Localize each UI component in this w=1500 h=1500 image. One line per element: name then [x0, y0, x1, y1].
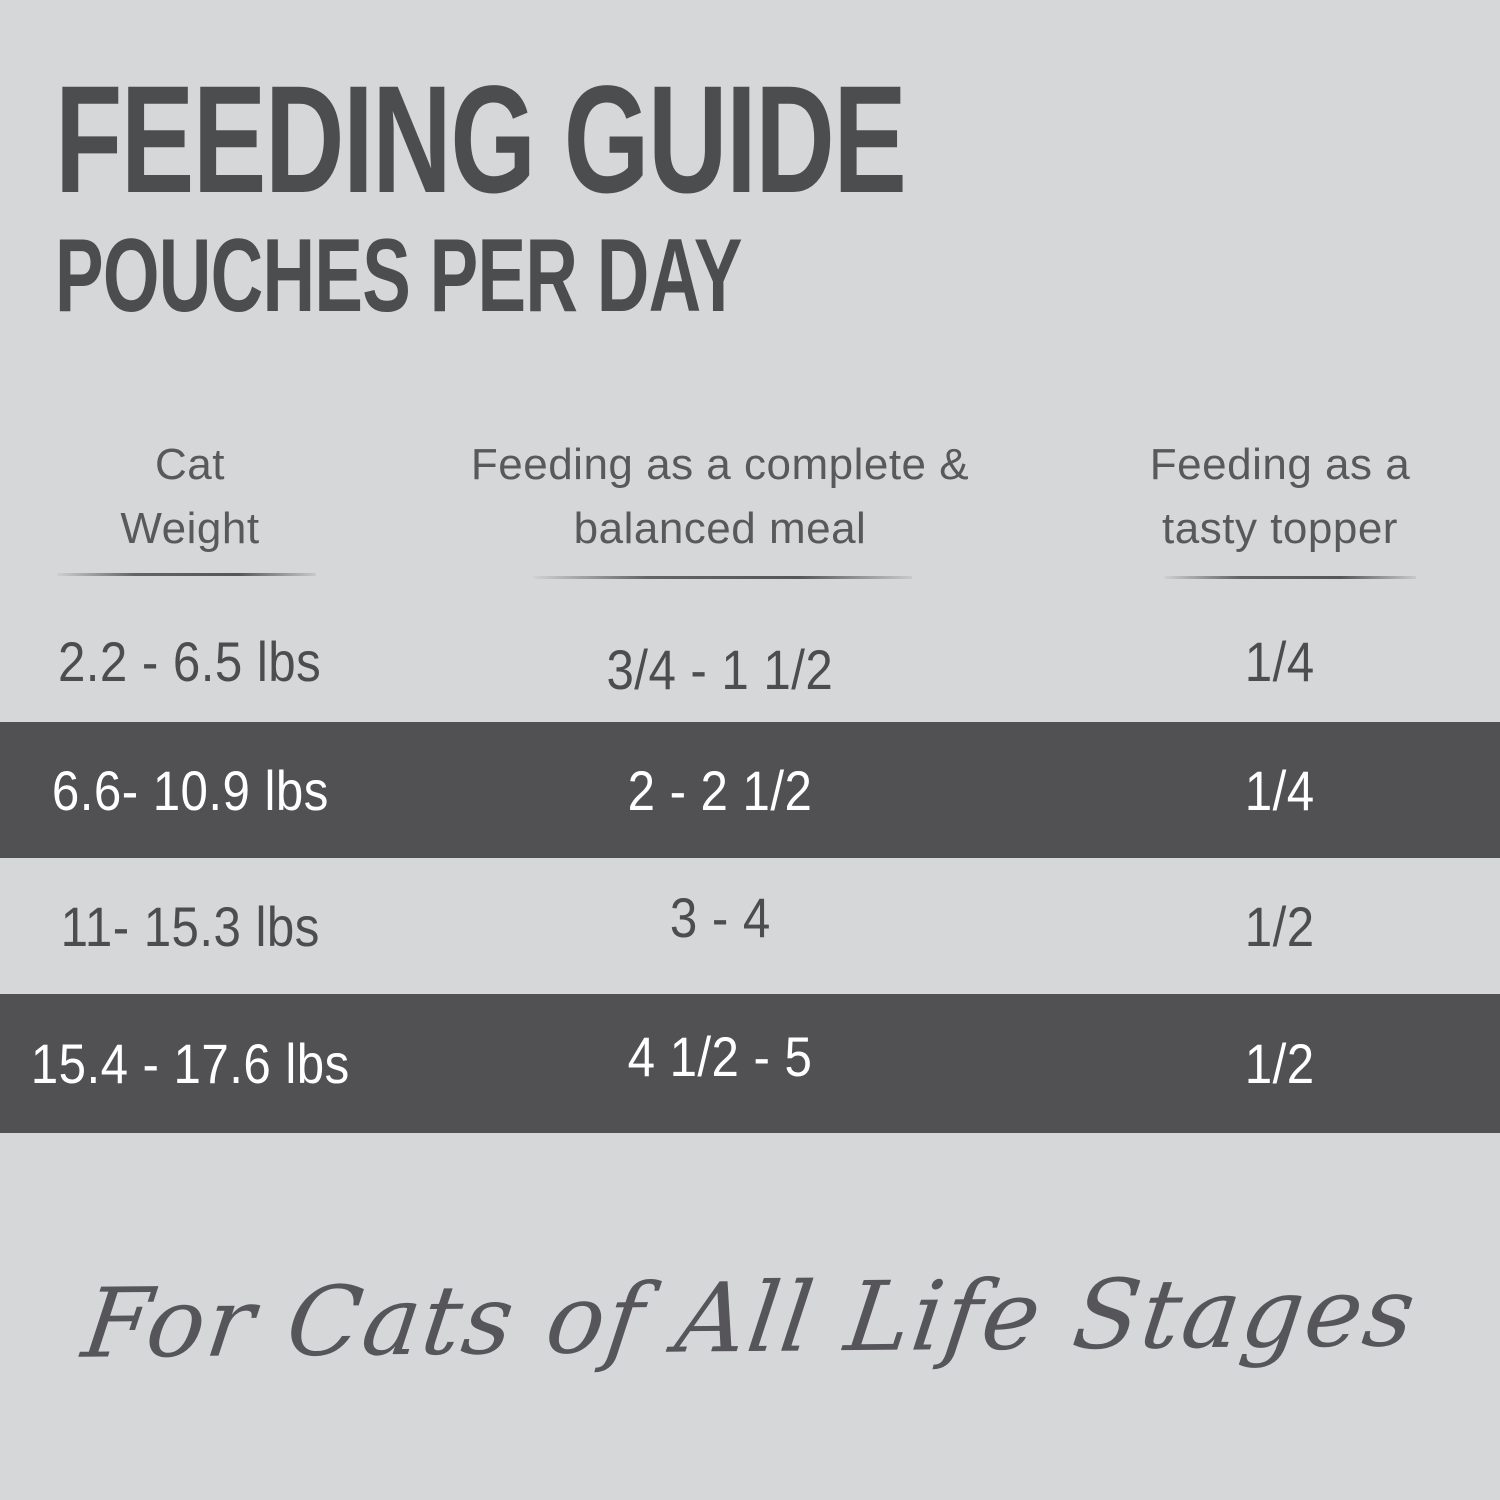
column-header-line: tasty topper: [1162, 504, 1398, 553]
table-row-highlighted: 6.6- 10.9 lbs 2 - 2 1/2 1/4: [0, 722, 1500, 858]
cell-cat-weight: 2.2 - 6.5 lbs: [58, 629, 322, 693]
column-header-complete-meal: Feeding as a complete & balanced meal: [380, 433, 1060, 561]
page-title: FEEDING GUIDE: [55, 54, 907, 225]
tagline-script-text: For Cats of All Life Stages: [76, 1256, 1424, 1380]
cell-complete-meal: 3 - 4: [669, 885, 771, 949]
cell-cat-weight: 15.4 - 17.6 lbs: [30, 1032, 350, 1095]
header-underline: [1164, 576, 1416, 579]
table-row: 11- 15.3 lbs 3 - 4 1/2: [0, 858, 1500, 994]
header-underline: [534, 576, 912, 579]
header-underline: [57, 573, 316, 576]
cell-cat-weight: 6.6- 10.9 lbs: [51, 758, 329, 822]
cell-tasty-topper: 1/4: [1245, 629, 1315, 693]
cell-complete-meal: 3/4 - 1 1/2: [606, 637, 834, 701]
cell-complete-meal: 4 1/2 - 5: [627, 1025, 813, 1088]
column-header-tasty-topper: Feeding as a tasty topper: [1060, 433, 1500, 561]
column-header-line: Weight: [120, 504, 260, 553]
table-row: 2.2 - 6.5 lbs 3/4 - 1 1/2 1/4: [0, 600, 1500, 722]
page-subtitle: POUCHES PER DAY: [55, 218, 742, 334]
column-header-line: Cat: [155, 440, 225, 489]
column-header-line: balanced meal: [573, 504, 867, 553]
cell-cat-weight: 11- 15.3 lbs: [60, 894, 320, 958]
cell-tasty-topper: 1/4: [1245, 758, 1315, 822]
cell-complete-meal: 2 - 2 1/2: [627, 758, 813, 822]
column-header-line: Feeding as a complete &: [470, 440, 970, 489]
column-header-cat-weight: Cat Weight: [0, 433, 380, 561]
cell-tasty-topper: 1/2: [1245, 1032, 1315, 1095]
column-header-line: Feeding as a: [1149, 440, 1411, 489]
table-header-row: Cat Weight Feeding as a complete & balan…: [0, 433, 1500, 563]
table-row-highlighted: 15.4 - 17.6 lbs 4 1/2 - 5 1/2: [0, 994, 1500, 1133]
cell-tasty-topper: 1/2: [1245, 894, 1315, 958]
